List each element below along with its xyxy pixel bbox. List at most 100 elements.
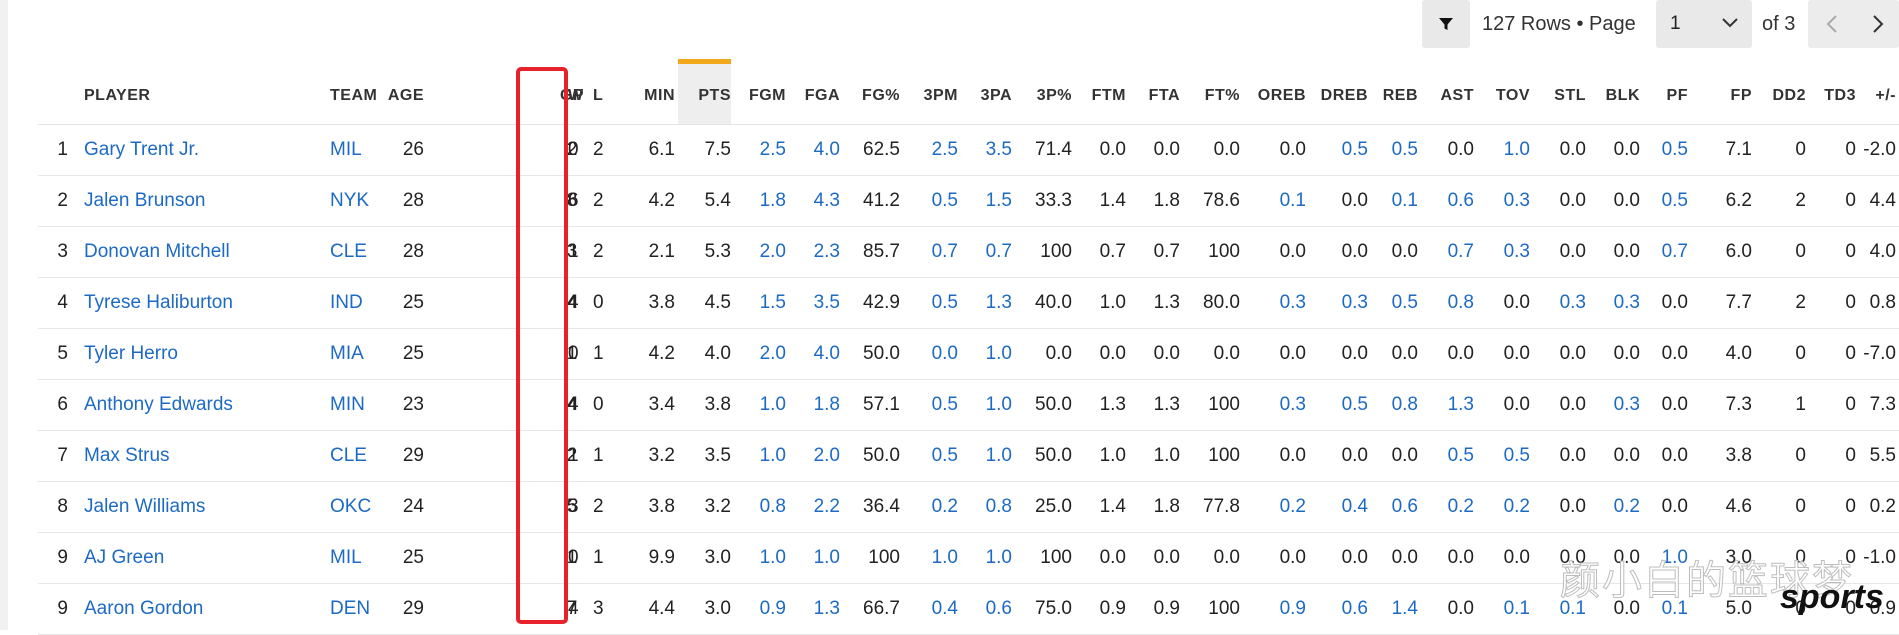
cell-3pm[interactable]: 0.0 <box>931 343 958 364</box>
cell-dreb[interactable]: 0.3 <box>1341 292 1368 313</box>
team-link[interactable]: DEN <box>330 598 371 619</box>
cell-3pm[interactable]: 0.5 <box>931 292 958 313</box>
cell-blk[interactable]: 0.3 <box>1613 394 1640 415</box>
cell-oreb[interactable]: 0.1 <box>1279 190 1306 211</box>
cell-3pm[interactable]: 0.5 <box>931 445 958 466</box>
column-header-ast[interactable]: AST <box>1440 87 1474 104</box>
filter-button[interactable] <box>1422 0 1470 48</box>
cell-fga[interactable]: 4.0 <box>813 139 840 160</box>
team-link[interactable]: CLE <box>330 445 367 466</box>
cell-reb[interactable]: 0.5 <box>1391 139 1418 160</box>
cell-fga[interactable]: 4.0 <box>813 343 840 364</box>
cell-oreb[interactable]: 0.3 <box>1279 292 1306 313</box>
cell-fgm[interactable]: 1.5 <box>759 292 786 313</box>
cell-fgm[interactable]: 2.0 <box>759 241 786 262</box>
cell-3pm[interactable]: 1.0 <box>931 547 958 568</box>
cell-oreb[interactable]: 0.9 <box>1279 598 1306 619</box>
cell-fga[interactable]: 1.3 <box>813 598 840 619</box>
team-link[interactable]: IND <box>330 292 363 313</box>
cell-3pa[interactable]: 0.7 <box>985 241 1012 262</box>
player-name-link[interactable]: Jalen Brunson <box>84 190 206 211</box>
next-page-button[interactable] <box>1856 0 1899 48</box>
column-header-oreb[interactable]: OREB <box>1257 87 1306 104</box>
cell-ast[interactable]: 0.2 <box>1447 496 1474 517</box>
cell-3pa[interactable]: 3.5 <box>985 139 1012 160</box>
player-name-link[interactable]: AJ Green <box>84 547 165 568</box>
cell-reb[interactable]: 0.8 <box>1391 394 1418 415</box>
cell-dreb[interactable]: 0.5 <box>1341 394 1368 415</box>
player-name-link[interactable]: Tyler Herro <box>84 343 178 364</box>
team-link[interactable]: MIN <box>330 394 365 415</box>
cell-dreb[interactable]: 0.4 <box>1341 496 1368 517</box>
column-header-blk[interactable]: BLK <box>1605 87 1640 104</box>
team-link[interactable]: MIA <box>330 343 364 364</box>
cell-reb[interactable]: 0.5 <box>1391 292 1418 313</box>
cell-3pm[interactable]: 0.5 <box>931 394 958 415</box>
column-header-ft-pct[interactable]: FT% <box>1204 87 1240 104</box>
column-header-pts[interactable]: PTS <box>698 87 731 104</box>
cell-blk[interactable]: 0.3 <box>1613 292 1640 313</box>
cell-reb[interactable]: 1.4 <box>1391 598 1418 619</box>
column-header-l[interactable]: L <box>593 87 604 104</box>
cell-dreb[interactable]: 0.6 <box>1341 598 1368 619</box>
cell-3pa[interactable]: 1.0 <box>985 343 1012 364</box>
cell-3pa[interactable]: 1.0 <box>985 547 1012 568</box>
cell-3pm[interactable]: 0.4 <box>931 598 958 619</box>
cell-ast[interactable]: 0.6 <box>1447 190 1474 211</box>
cell-fga[interactable]: 1.0 <box>813 547 840 568</box>
column-header-age[interactable]: AGE <box>387 87 424 104</box>
cell-pf[interactable]: 0.1 <box>1661 598 1688 619</box>
cell-3pa[interactable]: 1.0 <box>985 394 1012 415</box>
cell-3pm[interactable]: 0.2 <box>931 496 958 517</box>
cell-pf[interactable]: 0.5 <box>1661 190 1688 211</box>
column-header-fgm[interactable]: FGM <box>748 87 786 104</box>
cell-ast[interactable]: 0.5 <box>1447 445 1474 466</box>
column-header-fta[interactable]: FTA <box>1148 87 1180 104</box>
column-header-tov[interactable]: TOV <box>1495 87 1530 104</box>
column-header-fga[interactable]: FGA <box>804 87 840 104</box>
cell-fgm[interactable]: 0.9 <box>759 598 786 619</box>
column-header-3pa[interactable]: 3PA <box>980 87 1012 104</box>
column-header-3pm[interactable]: 3PM <box>923 87 958 104</box>
column-header-plus-minus[interactable]: +/- <box>1875 87 1896 104</box>
cell-tov[interactable]: 1.0 <box>1503 139 1530 160</box>
cell-3pa[interactable]: 0.6 <box>985 598 1012 619</box>
cell-fgm[interactable]: 1.0 <box>759 394 786 415</box>
cell-blk[interactable]: 0.2 <box>1613 496 1640 517</box>
cell-fga[interactable]: 2.3 <box>813 241 840 262</box>
cell-3pa[interactable]: 0.8 <box>985 496 1012 517</box>
cell-fgm[interactable]: 2.0 <box>759 343 786 364</box>
cell-3pm[interactable]: 0.5 <box>931 190 958 211</box>
cell-fga[interactable]: 3.5 <box>813 292 840 313</box>
cell-pf[interactable]: 0.5 <box>1661 139 1688 160</box>
cell-reb[interactable]: 0.1 <box>1391 190 1418 211</box>
cell-fgm[interactable]: 1.0 <box>759 547 786 568</box>
team-link[interactable]: OKC <box>330 496 372 517</box>
cell-ast[interactable]: 0.7 <box>1447 241 1474 262</box>
team-link[interactable]: MIL <box>330 139 362 160</box>
cell-fgm[interactable]: 1.8 <box>759 190 786 211</box>
cell-oreb[interactable]: 0.3 <box>1279 394 1306 415</box>
column-header-ftm[interactable]: FTM <box>1091 87 1126 104</box>
column-header-fp[interactable]: FP <box>1730 87 1752 104</box>
column-header-dreb[interactable]: DREB <box>1320 87 1368 104</box>
column-header-min[interactable]: MIN <box>644 87 675 104</box>
cell-ast[interactable]: 0.8 <box>1447 292 1474 313</box>
column-header-pf[interactable]: PF <box>1666 87 1688 104</box>
cell-3pa[interactable]: 1.5 <box>985 190 1012 211</box>
column-header-td3[interactable]: TD3 <box>1824 87 1856 104</box>
player-name-link[interactable]: Max Strus <box>84 445 170 466</box>
column-header-w[interactable]: W <box>568 87 584 104</box>
cell-fga[interactable]: 4.3 <box>813 190 840 211</box>
cell-stl[interactable]: 0.3 <box>1559 292 1586 313</box>
cell-3pm[interactable]: 0.7 <box>931 241 958 262</box>
team-link[interactable]: NYK <box>330 190 370 211</box>
player-name-link[interactable]: Tyrese Haliburton <box>84 292 233 313</box>
column-header-player[interactable]: PLAYER <box>84 87 151 104</box>
cell-fga[interactable]: 1.8 <box>813 394 840 415</box>
cell-dreb[interactable]: 0.5 <box>1341 139 1368 160</box>
cell-fgm[interactable]: 1.0 <box>759 445 786 466</box>
column-header-stl[interactable]: STL <box>1554 87 1586 104</box>
cell-fga[interactable]: 2.2 <box>813 496 840 517</box>
cell-tov[interactable]: 0.1 <box>1503 598 1530 619</box>
